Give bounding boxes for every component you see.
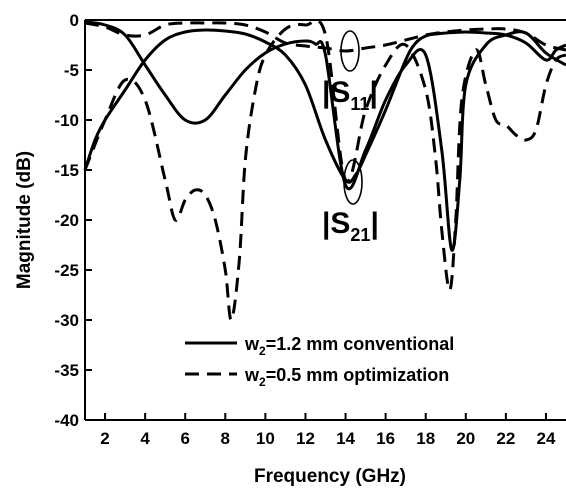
x-tick-label-14: 14 bbox=[336, 429, 355, 448]
x-axis-label: Frequency (GHz) bbox=[254, 466, 406, 487]
annotations: |S11| |S21| bbox=[322, 30, 379, 245]
y-tick-label--35: -35 bbox=[54, 361, 79, 380]
y-tick-label-0: 0 bbox=[70, 11, 79, 30]
curve-s11-optimization bbox=[84, 21, 566, 53]
y-tick-label--5: -5 bbox=[64, 61, 79, 80]
x-tick-label-22: 22 bbox=[496, 429, 515, 448]
s11-annotation: |S11| bbox=[322, 76, 378, 114]
x-tick-label-10: 10 bbox=[256, 429, 275, 448]
x-tick-label-12: 12 bbox=[296, 429, 315, 448]
x-tick-label-2: 2 bbox=[100, 429, 109, 448]
legend-label-optimization: w2=0.5 mm optimization bbox=[244, 365, 449, 389]
y-tick-label--20: -20 bbox=[54, 211, 79, 230]
x-tick-label-20: 20 bbox=[456, 429, 475, 448]
y-tick-label--40: -40 bbox=[54, 411, 79, 430]
curve-s11-conventional bbox=[83, 28, 566, 184]
curve-s21-optimization bbox=[83, 19, 566, 322]
s11-marker-ellipse bbox=[340, 30, 360, 72]
y-tick-label--10: -10 bbox=[54, 111, 79, 130]
x-tick-label-16: 16 bbox=[376, 429, 395, 448]
ticks: 2 4 6 8 10 12 14 16 18 20 22 240-5-10-15-20-25-30-3… bbox=[54, 11, 556, 448]
x-tick-label-6: 6 bbox=[180, 429, 189, 448]
x-tick-label-8: 8 bbox=[221, 429, 230, 448]
legend-label-conventional: w2=1.2 mm conventional bbox=[244, 334, 454, 358]
x-tick-label-4: 4 bbox=[140, 429, 150, 448]
y-tick-label--25: -25 bbox=[54, 261, 79, 280]
s21-marker-ellipse bbox=[343, 159, 363, 205]
curves bbox=[83, 19, 566, 322]
x-tick-label-24: 24 bbox=[536, 429, 555, 448]
y-tick-label--30: -30 bbox=[54, 311, 79, 330]
x-tick-label-18: 18 bbox=[416, 429, 435, 448]
legend: w2=1.2 mm conventional w2=0.5 mm optimiz… bbox=[185, 334, 454, 389]
y-tick-label--15: -15 bbox=[54, 161, 79, 180]
y-axis-label: Magnitude (dB) bbox=[14, 151, 35, 289]
s21-annotation: |S21| bbox=[322, 207, 379, 245]
